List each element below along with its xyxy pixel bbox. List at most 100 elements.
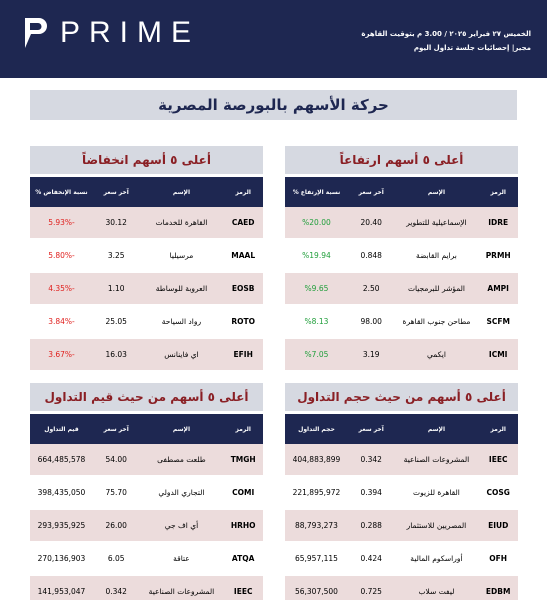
table-cell: EDBM	[478, 575, 518, 600]
table-row: ROTO رواد السياحة 25.05 -3.84%	[30, 305, 263, 339]
table-cell: 3.19	[347, 338, 395, 372]
table-cell: TMGH	[223, 444, 263, 477]
header-date: الخميس ٢٧ فبراير ٢٠٢٥ / 3.00 م بتوقيت ال…	[361, 30, 531, 38]
header-row: الرمز الإسم آخر سعر نسبة الإنخفاض %	[30, 177, 263, 207]
table-section: أعلى ٥ أسهم ارتفاعاً الرمز الإسم آخر سعر نسب…	[285, 146, 518, 372]
table-row: AMPI المؤشر للبرمجيات 2.50 %9.65	[285, 272, 518, 306]
table-cell: 398,435,050	[30, 476, 93, 510]
table-cell: 54.00	[92, 444, 140, 477]
table-row: ICMI ايكمي 3.19 %7.05	[285, 338, 518, 372]
table-cell: المشروعات الصناعية	[139, 575, 224, 600]
table-cell: 221,895,972	[285, 476, 348, 510]
table-cell: القاهرة للزيوت	[394, 476, 479, 510]
table-cell: 6.05	[92, 542, 140, 576]
table-cell: ATQA	[223, 542, 263, 576]
table-cell: -3.84%	[30, 305, 93, 339]
table-cell: 404,883,899	[285, 444, 348, 477]
column-header: نسبة الإرتفاع %	[285, 177, 348, 207]
table-cell: 0.725	[347, 575, 395, 600]
table-cell: -4.35%	[30, 272, 93, 306]
stock-table: الرمز الإسم آخر سعر قيم التداول TMGH طلعت مصط…	[30, 414, 263, 600]
table-cell: 65,957,115	[285, 542, 348, 576]
header-subtitle: مجير| إحصائيات جلسة تداول اليوم	[413, 44, 531, 52]
section-title: أعلى ٥ أسهم ارتفاعاً	[285, 146, 518, 174]
table-cell: AMPI	[478, 272, 518, 306]
column-header: آخر سعر	[347, 177, 395, 207]
table-cell: %7.05	[285, 338, 348, 372]
table-row: EDBM ليفت سلاب 0.725 56,307,500	[285, 575, 518, 600]
table-section: أعلى ٥ أسهم من حيث قيم التداول الرمز الإسم…	[30, 383, 263, 600]
table-cell: -3.67%	[30, 338, 93, 372]
table-cell: مطاحن جنوب القاهرة	[394, 305, 479, 339]
table-cell: 141,953,047	[30, 575, 93, 600]
table-cell: المؤشر للبرمجيات	[394, 272, 479, 306]
table-row: EOSB العروبة للوساطة 1.10 -4.35%	[30, 272, 263, 306]
table-cell: %9.65	[285, 272, 348, 306]
table-cell: ROTO	[223, 305, 263, 339]
table-cell: ليفت سلاب	[394, 575, 479, 600]
table-cell: اي فاينانس	[139, 338, 224, 372]
table-cell: -5.93%	[30, 207, 93, 240]
table-cell: 88,793,273	[285, 509, 348, 543]
table-cell: العروبة للوساطة	[139, 272, 224, 306]
column-header: الرمز	[478, 177, 518, 207]
table-cell: 270,136,903	[30, 542, 93, 576]
table-cell: أوراسكوم المالية	[394, 542, 479, 576]
table-cell: 2.50	[347, 272, 395, 306]
logo-icon	[25, 18, 47, 48]
table-cell: طلعت مصطفى	[139, 444, 224, 477]
header-row: الرمز الإسم آخر سعر قيم التداول	[30, 414, 263, 444]
table-cell: PRMH	[478, 239, 518, 273]
table-row: HRHO أي اف جي 26.00 293,935,925	[30, 509, 263, 543]
table-cell: 75.70	[92, 476, 140, 510]
column-header: آخر سعر	[92, 414, 140, 444]
table-cell: EIUD	[478, 509, 518, 543]
table-cell: %19.94	[285, 239, 348, 273]
table-cell: 3.25	[92, 239, 140, 273]
section-title: أعلى ٥ أسهم من حيث حجم التداول	[285, 383, 518, 411]
table-section: أعلى ٥ أسهم انخفاضاً الرمز الإسم آخر سعر نسب…	[30, 146, 263, 372]
table-cell: القاهرة للخدمات	[139, 207, 224, 240]
table-cell: 0.342	[347, 444, 395, 477]
table-cell: أي اف جي	[139, 509, 224, 543]
column-header: الرمز	[223, 414, 263, 444]
table-cell: COSG	[478, 476, 518, 510]
column-header: الرمز	[223, 177, 263, 207]
table-cell: رواد السياحة	[139, 305, 224, 339]
table-cell: OFH	[478, 542, 518, 576]
table-cell: IEEC	[478, 444, 518, 477]
table-cell: 0.848	[347, 239, 395, 273]
header-row: الرمز الإسم آخر سعر حجم التداول	[285, 414, 518, 444]
stock-table: الرمز الإسم آخر سعر حجم التداول IEEC المشروعا…	[285, 414, 518, 600]
table-cell: HRHO	[223, 509, 263, 543]
table-cell: 664,485,578	[30, 444, 93, 477]
table-row: COSG القاهرة للزيوت 0.394 221,895,972	[285, 476, 518, 510]
stock-table: الرمز الإسم آخر سعر نسبة الإنخفاض % CAED القا…	[30, 177, 263, 372]
stock-table: الرمز الإسم آخر سعر نسبة الإرتفاع % IDRE الإس…	[285, 177, 518, 372]
column-header: الإسم	[139, 177, 224, 207]
table-cell: 98.00	[347, 305, 395, 339]
column-header: آخر سعر	[347, 414, 395, 444]
table-row: ATQA عتاقة 6.05 270,136,903	[30, 542, 263, 576]
table-cell: SCFM	[478, 305, 518, 339]
table-row: EFIH اي فاينانس 16.03 -3.67%	[30, 338, 263, 372]
table-cell: ICMI	[478, 338, 518, 372]
column-header: الرمز	[478, 414, 518, 444]
table-cell: ايكمي	[394, 338, 479, 372]
column-header: الإسم	[394, 177, 479, 207]
table-cell: 16.03	[92, 338, 140, 372]
logo-text: PRIME	[60, 16, 201, 49]
table-cell: EOSB	[223, 272, 263, 306]
table-row: IEEC المشروعات الصناعية 0.342 141,953,047	[30, 575, 263, 600]
section-title: أعلى ٥ أسهم انخفاضاً	[30, 146, 263, 174]
table-row: EIUD المصريين للاستثمار 0.288 88,793,273	[285, 509, 518, 543]
column-header: نسبة الإنخفاض %	[30, 177, 93, 207]
column-header: آخر سعر	[92, 177, 140, 207]
column-header: الإسم	[139, 414, 224, 444]
table-cell: 0.342	[92, 575, 140, 600]
table-cell: 0.424	[347, 542, 395, 576]
table-cell: CAED	[223, 207, 263, 240]
table-cell: 30.12	[92, 207, 140, 240]
table-cell: 25.05	[92, 305, 140, 339]
